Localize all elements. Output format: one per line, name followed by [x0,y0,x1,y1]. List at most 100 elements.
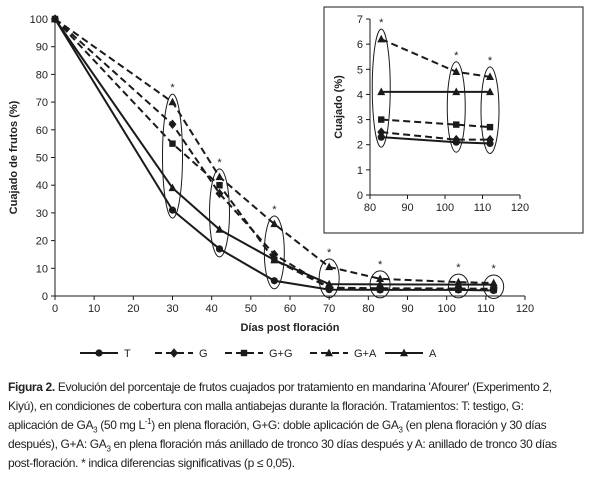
series-line-G+G [54,18,494,291]
data-point-G+A [215,172,224,181]
caption-line2: Kiyú), en condiciones de cobertura con m… [8,399,524,413]
y-tick-label: 1 [357,165,363,177]
data-point-G+G [490,286,497,294]
caption-line1: Evolución del porcentaje de frutos cuaja… [57,380,552,394]
x-tick-label: 100 [437,303,455,315]
data-point-A [454,280,463,288]
x-tick-label: 100 [436,202,454,214]
data-point-G [270,249,279,260]
x-tick-label: 10 [88,303,100,315]
series-line-T [54,18,494,292]
y-tick-label: 10 [36,263,48,275]
y-tick-label: 20 [36,236,48,248]
significance-ellipse [209,168,230,258]
legend-marker-G [170,348,178,358]
y-tick-label: 80 [36,69,48,81]
data-point-T [215,245,224,253]
data-point-T [168,206,177,214]
significance-asterisk: * [488,55,493,67]
data-point-A [168,183,177,192]
x-axis-label: Días post floración [240,322,339,334]
data-point-A [489,280,498,288]
significance-ellipse [263,215,285,290]
data-point-G+A [376,274,385,283]
significance-asterisk: * [454,50,459,62]
x-tick-label: 80 [362,303,374,315]
data-point-G+G [325,284,333,291]
legend-label-T: T [124,348,131,360]
legend: T G G+G G+A A [80,348,437,360]
y-tick-label: 6 [357,39,363,51]
data-point-G+A [168,97,177,106]
y-tick-label: 7 [357,14,363,26]
caption-line3a: aplicación de GA [8,418,94,432]
significance-ellipse [369,270,391,299]
caption-sub-3c: 3 [106,444,111,454]
data-point-G [452,134,461,145]
x-tick-label: 40 [206,303,218,315]
data-point-A [486,87,494,96]
caption-line4a: después), G+A: GA [8,437,107,451]
legend-marker-A [400,348,408,357]
x-tick-label: 90 [401,303,413,315]
x-tick-label: 60 [284,303,296,315]
data-point-T [377,133,385,141]
significance-asterisk: * [217,157,222,169]
y-axis-label: Cuajado de frutos (%) [8,100,20,214]
significance-ellipse [371,28,391,148]
data-point-A [215,225,224,233]
caption-line3c: ) en plena floración, G+G: doble aplicac… [151,418,399,432]
data-point-G+G [216,182,223,189]
significance-ellipse [480,66,500,154]
caption-line3d: (en plena floración y 30 días [402,418,547,432]
data-point-G+G [378,116,385,123]
legend-marker-T [95,349,103,357]
caption-sup-m1: -1 [144,417,152,426]
x-tick-label: 80 [364,202,376,214]
significance-ellipse [318,258,340,299]
y-tick-label: 3 [357,115,363,127]
data-point-G+G [486,123,494,131]
legend-label-A: A [429,348,437,360]
legend-label-G: G [199,348,208,360]
caption-sub-3: 3 [93,425,98,435]
data-point-G+G [169,140,176,147]
y-tick-label: 60 [36,125,48,137]
y-tick-label: 90 [36,42,48,54]
y-tick-label: 40 [36,180,48,192]
significance-asterisk: * [379,17,384,29]
x-tick-label: 0 [52,303,58,315]
caption-figure-label: Figura 2. [8,380,55,394]
y-tick-label: 70 [36,97,48,109]
data-point-A [270,255,279,264]
data-point-G [377,127,386,137]
legend-label-G+A: G+A [354,348,377,360]
significance-asterisk: * [170,82,175,94]
y-tick-label: 50 [36,153,48,165]
data-point-A [377,87,386,96]
significance-asterisk: * [492,263,497,275]
significance-asterisk: * [456,262,461,274]
data-point-A [376,279,385,288]
inset-chart: 0 1 2 3 4 5 6 7 80 90 100 110 120 Cuajado (%) * * * [323,6,584,234]
legend-marker-G+G [240,349,248,357]
y-tick-label: 0 [357,190,363,202]
data-point-T [270,277,278,285]
data-point-A [51,14,59,23]
x-tick-label: 110 [477,303,495,315]
significance-ellipse [447,273,469,299]
x-tick-label: 120 [516,303,534,315]
significance-ellipse [446,61,466,153]
y-tick-label: 2 [357,140,363,152]
data-point-G+A [377,34,386,43]
data-point-G+A [270,219,279,228]
series-line-G+G [381,118,491,129]
data-point-G [486,134,494,145]
data-point-G [168,119,177,130]
y-tick-label: 100 [30,14,48,26]
legend-label-G+G: G+G [269,348,293,360]
data-point-G+G [455,286,462,293]
x-tick-label: 120 [511,202,529,214]
